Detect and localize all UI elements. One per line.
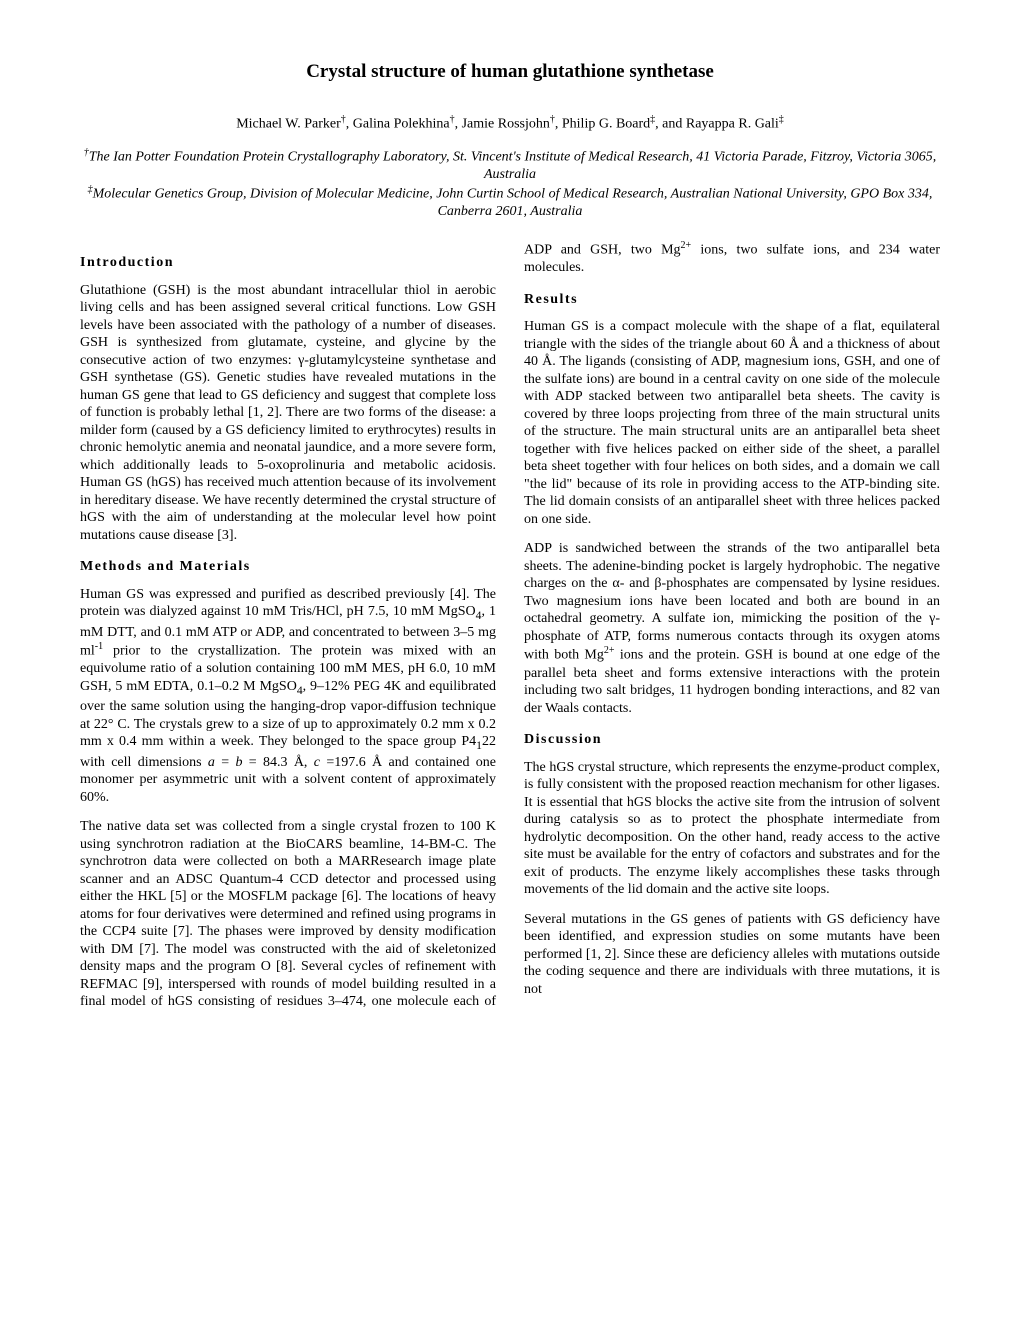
section-heading-discussion: Discussion <box>524 731 940 749</box>
paragraph: Glutathione (GSH) is the most abundant i… <box>80 282 496 545</box>
paragraph: ADP is sandwiched between the strands of… <box>524 540 940 717</box>
affiliations-block: †The Ian Potter Foundation Protein Cryst… <box>80 147 940 220</box>
paragraph: Human GS was expressed and purified as d… <box>80 586 496 806</box>
paragraph: Human GS is a compact molecule with the … <box>524 318 940 528</box>
body-columns: Introduction Glutathione (GSH) is the mo… <box>80 240 940 1010</box>
section-heading-methods: Methods and Materials <box>80 558 496 576</box>
paper-title: Crystal structure of human glutathione s… <box>80 60 940 84</box>
section-heading-results: Results <box>524 291 940 309</box>
affiliation-2: ‡Molecular Genetics Group, Division of M… <box>80 184 940 221</box>
paragraph: The hGS crystal structure, which represe… <box>524 759 940 899</box>
paragraph: Several mutations in the GS genes of pat… <box>524 911 940 999</box>
affiliation-1: †The Ian Potter Foundation Protein Cryst… <box>80 147 940 184</box>
section-heading-introduction: Introduction <box>80 254 496 272</box>
authors-line: Michael W. Parker†, Galina Polekhina†, J… <box>80 114 940 133</box>
